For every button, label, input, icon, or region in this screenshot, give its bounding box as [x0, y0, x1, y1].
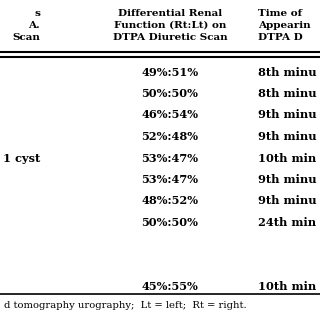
Text: Function (Rt:Lt) on: Function (Rt:Lt) on: [114, 20, 226, 29]
Text: 52%:48%: 52%:48%: [141, 131, 198, 142]
Text: s: s: [34, 9, 40, 18]
Text: DTPA D: DTPA D: [258, 33, 303, 42]
Text: 53%:47%: 53%:47%: [141, 174, 198, 185]
Text: d tomography urography;  Lt = left;  Rt = right.: d tomography urography; Lt = left; Rt = …: [4, 301, 247, 310]
Text: 10th min: 10th min: [258, 282, 316, 292]
Text: 49%:51%: 49%:51%: [141, 67, 199, 77]
Text: 9th minu: 9th minu: [258, 131, 316, 142]
Text: 9th minu: 9th minu: [258, 174, 316, 185]
Text: 24th min: 24th min: [258, 217, 316, 228]
Text: Scan: Scan: [12, 33, 40, 42]
Text: 45%:55%: 45%:55%: [142, 282, 198, 292]
Text: Appearin: Appearin: [258, 20, 311, 29]
Text: 1 cyst: 1 cyst: [3, 153, 40, 164]
Text: 10th min: 10th min: [258, 153, 316, 164]
Text: DTPA Diuretic Scan: DTPA Diuretic Scan: [113, 33, 227, 42]
Text: 53%:47%: 53%:47%: [141, 153, 198, 164]
Text: 46%:54%: 46%:54%: [141, 109, 198, 121]
Text: Differential Renal: Differential Renal: [118, 9, 222, 18]
Text: 50%:50%: 50%:50%: [141, 88, 198, 99]
Text: 8th minu: 8th minu: [258, 67, 316, 77]
Text: 48%:52%: 48%:52%: [141, 196, 198, 206]
Text: 8th minu: 8th minu: [258, 88, 316, 99]
Text: A.: A.: [28, 20, 40, 29]
Text: Time of: Time of: [258, 9, 302, 18]
Text: 50%:50%: 50%:50%: [141, 217, 198, 228]
Text: 9th minu: 9th minu: [258, 196, 316, 206]
Text: 9th minu: 9th minu: [258, 109, 316, 121]
